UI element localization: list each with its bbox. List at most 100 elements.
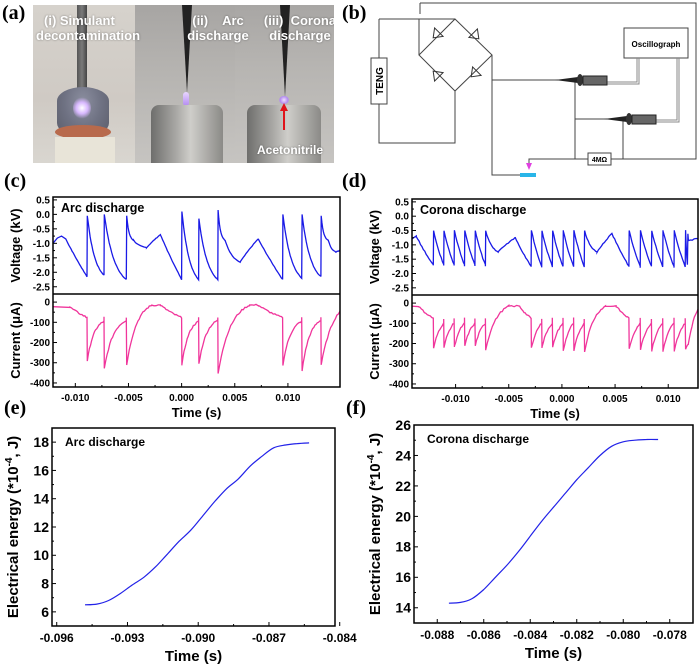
probe-icon: [555, 74, 608, 86]
support-block: [55, 137, 115, 163]
chart-arc-waveforms: 0.5 0.0 -0.5 -1.0 -1.5 -2.0 -2.5 0 -100 -200 -300 -…: [8, 195, 341, 420]
oscillograph-box: [623, 27, 689, 59]
y-axis-label-voltage: Voltage (kV): [367, 210, 382, 284]
energy-series-line: [84, 442, 310, 606]
x-tick-label: -0.084: [323, 631, 357, 645]
copper-ring: [55, 125, 111, 139]
teng-label: TENG: [375, 67, 386, 95]
diode-icon: [432, 26, 445, 39]
chart-title: Arc discharge: [65, 435, 145, 449]
resistor-label: 4MΩ: [592, 157, 608, 164]
x-tick-label: -0.090: [181, 631, 215, 645]
y-tick-label: 0: [403, 299, 409, 310]
y-tick-label: -400: [389, 379, 409, 390]
x-tick-label: -0.087: [252, 631, 286, 645]
y-tick-label: -400: [30, 378, 50, 389]
red-arrow-head-icon: [280, 103, 288, 111]
y-axis-label: Electrical energy (*10-4, J): [4, 436, 22, 618]
y-tick-label: 26: [395, 417, 411, 433]
cylinder-electrode: [151, 105, 223, 163]
x-tick-label: -0.084: [513, 628, 547, 642]
panel-label-b: (b): [342, 2, 367, 24]
photo-simulant-decontamination: [33, 5, 135, 163]
corona-glow: [279, 96, 289, 104]
y-tick-label: -2.0: [33, 268, 51, 279]
y-axis-label-current: Current (μA): [367, 303, 382, 380]
needle-electrode: [182, 5, 192, 93]
red-arrow-icon: [283, 108, 285, 130]
x-tick-label: -0.078: [653, 628, 687, 642]
y-axis-label: Electrical energy (*10-4, J): [366, 433, 384, 615]
caption-line: (ii) Arc: [192, 13, 244, 28]
oscillograph-label: Oscillograph: [632, 40, 681, 49]
panel-label-e: (e): [4, 397, 27, 419]
x-tick-label: 0.010: [656, 394, 681, 405]
y-tick-label: -100: [389, 319, 409, 330]
caption-line: discharge: [187, 28, 249, 43]
plot-frame: [52, 196, 341, 388]
y-tick-label: -300: [30, 358, 50, 369]
y-tick-label: 16: [395, 569, 411, 585]
x-tick-label: 0.005: [222, 393, 247, 404]
discharge-photographs: (i) Simulant decontamination (ii) Arc di…: [33, 5, 334, 163]
x-axis-label: Time (s): [165, 648, 222, 665]
y-tick-label: -1.0: [392, 240, 410, 251]
y-tick-label: 18: [33, 434, 49, 450]
probe-icon: [604, 113, 657, 125]
x-tick-label: -0.080: [606, 628, 640, 642]
panel-label-d: (d): [342, 170, 367, 192]
y-tick-label: 0.0: [395, 212, 409, 223]
diode-icon: [432, 70, 445, 83]
chart-corona-waveforms: 0.5 0.0 -0.5 -1.0 -1.5 -2.0 -2.5 0 -100 -200 -300 -…: [367, 197, 699, 421]
x-tick-label: -0.005: [114, 393, 143, 404]
chart-title: Corona discharge: [427, 432, 529, 446]
current-series-line: [52, 303, 341, 374]
acetonitrile-label: Acetonitrile: [257, 143, 324, 157]
y-tick-label: 16: [33, 462, 49, 478]
y-tick-label: 14: [33, 491, 49, 507]
y-tick-label: -0.5: [392, 226, 410, 237]
y-tick-label: -200: [389, 339, 409, 350]
teng-box: [370, 57, 388, 105]
chart-energy-f: 14 16 18 20 22 24 26 -0.088 -0.086 -0.084 -0.082 -0…: [366, 417, 694, 662]
panel-label-f: (f): [346, 397, 366, 419]
x-tick-label: 0.000: [549, 394, 574, 405]
y-tick-label: -2.0: [392, 269, 410, 280]
y-tick-label: -1.0: [33, 239, 51, 250]
wire: [418, 18, 493, 92]
ground-electrode: [520, 173, 536, 177]
y-tick-label: 0.5: [36, 195, 50, 206]
x-tick-label: -0.093: [110, 631, 144, 645]
caption-corona: (iii) Corona discharge: [255, 13, 334, 43]
needle-electrode: [280, 5, 290, 97]
current-series-line: [411, 303, 699, 353]
chart-title: Arc discharge: [61, 201, 144, 215]
x-axis-label: Time (s): [530, 406, 580, 421]
wire: [491, 55, 520, 176]
caption-line: (i) Simulant: [44, 13, 115, 28]
panel-label-c: (c): [4, 170, 27, 192]
wire: [378, 18, 456, 144]
y-tick-label: 22: [395, 478, 411, 494]
y-tick-label: 6: [41, 604, 49, 620]
photo-corona-discharge: [235, 5, 334, 163]
caption-line: (iii) Corona: [263, 13, 334, 28]
y-tick-label: 0.5: [395, 197, 409, 208]
y-axis-label-voltage: Voltage (kV): [8, 208, 23, 282]
y-tick-label: 24: [395, 447, 411, 463]
y-tick-label: 8: [41, 575, 49, 591]
x-tick-label: -0.005: [495, 394, 524, 405]
y-tick-label: 10: [33, 547, 49, 563]
y-axis-label-current: Current (μA): [8, 302, 23, 379]
y-tick-label: 0.0: [36, 210, 50, 221]
caption-line: discharge: [269, 28, 331, 43]
y-tick-label: -200: [30, 338, 50, 349]
diode-icon: [467, 27, 480, 40]
y-tick-label: -100: [30, 318, 50, 329]
x-tick-label: 0.005: [603, 394, 628, 405]
x-tick-label: -0.086: [467, 628, 501, 642]
x-tick-label: -0.082: [560, 628, 594, 642]
panel-label-a: (a): [2, 2, 26, 24]
voltage-series-line: [411, 230, 699, 268]
